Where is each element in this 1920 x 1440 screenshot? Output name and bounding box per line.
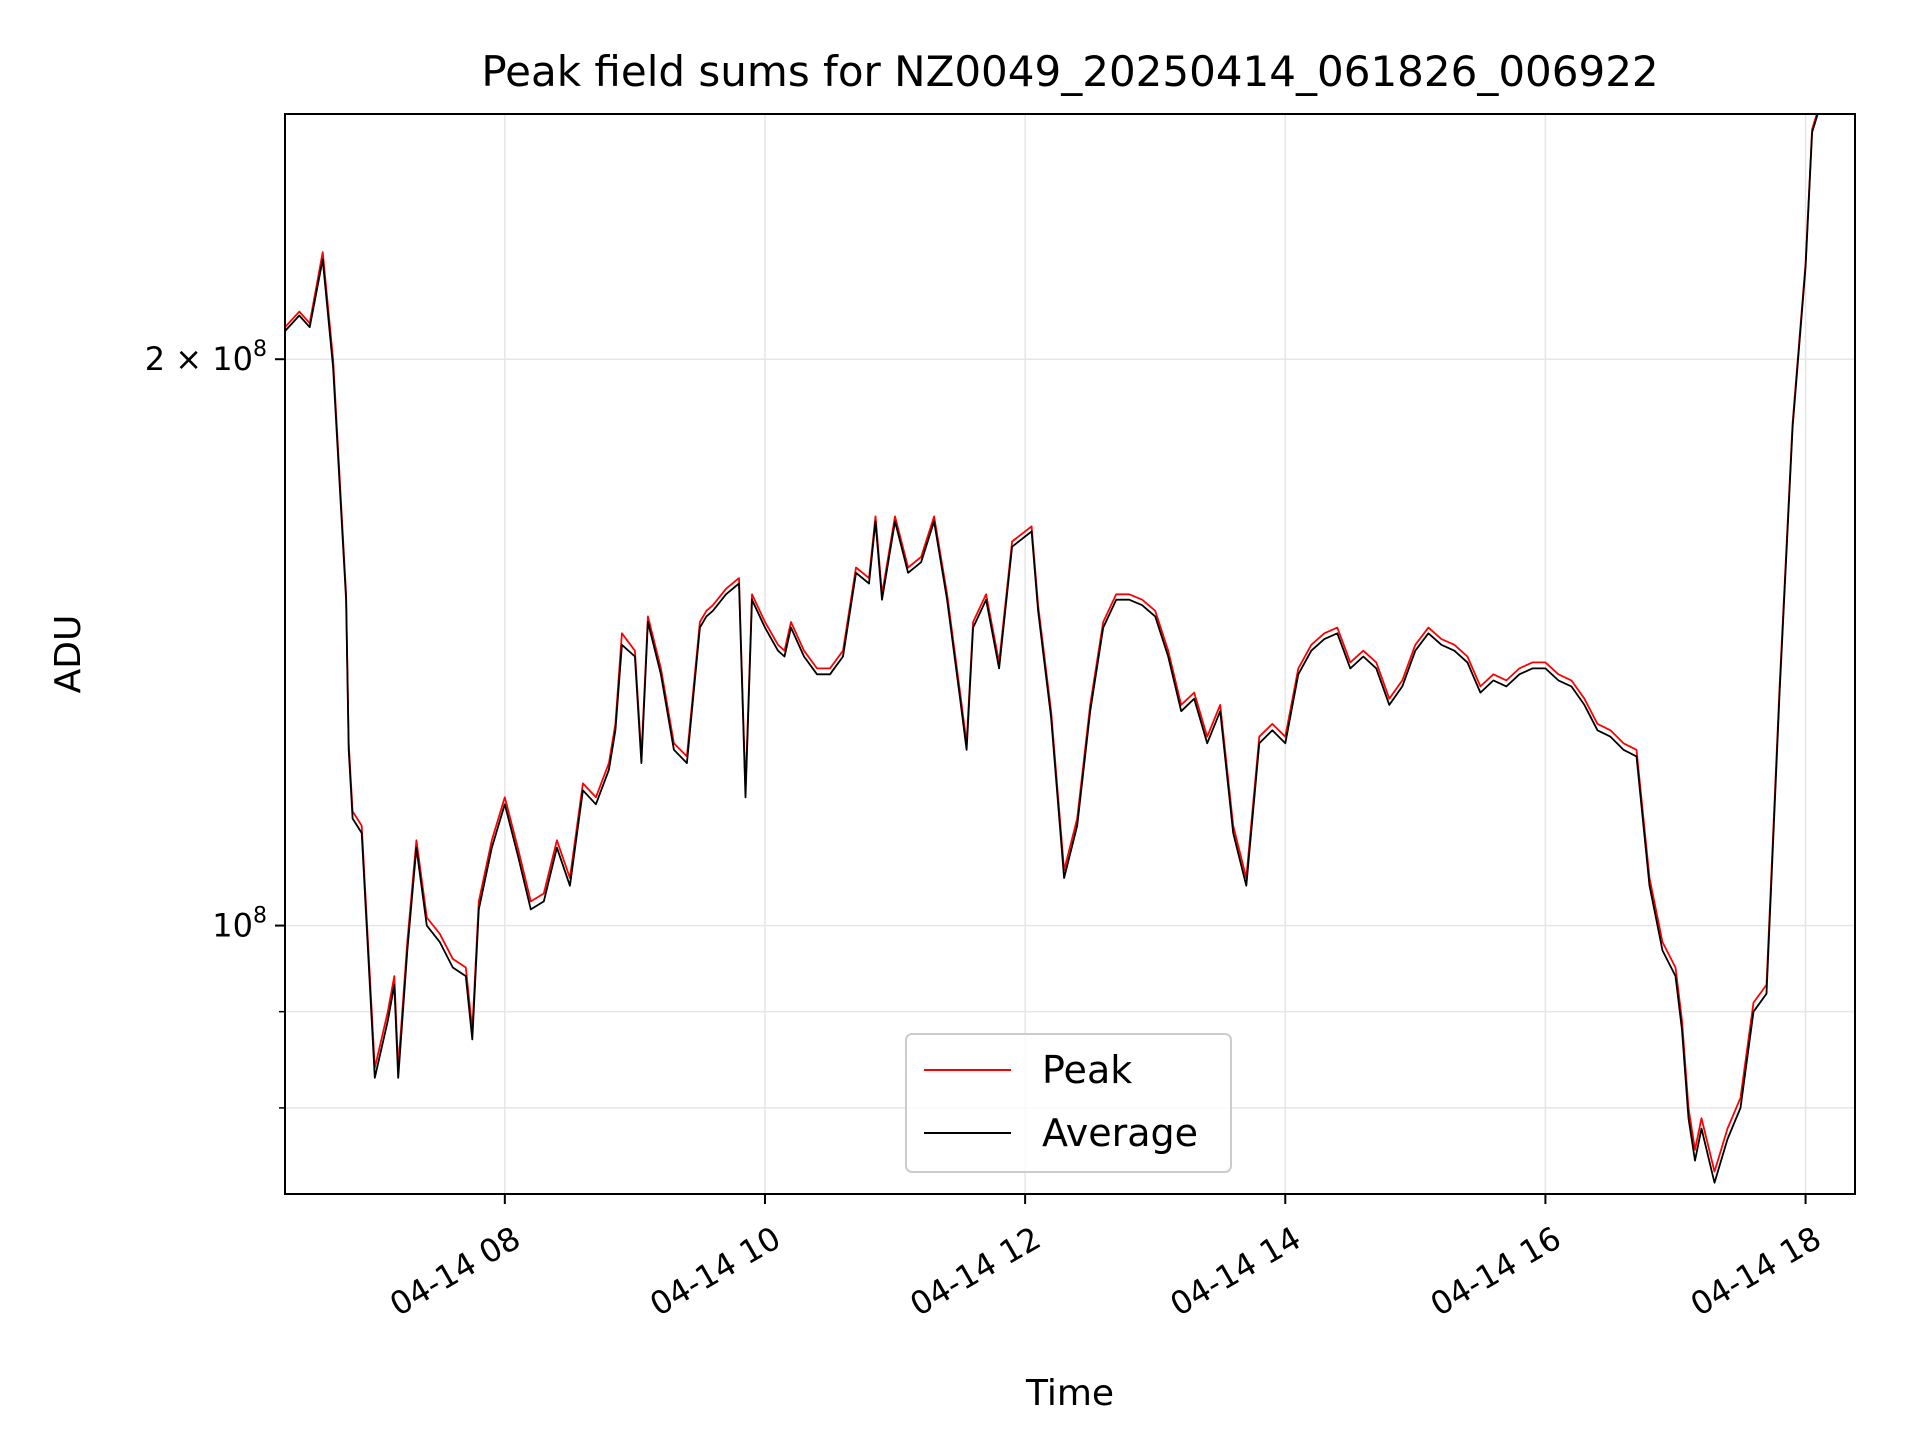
average-series-line bbox=[285, 114, 1819, 1184]
y-axis-ticks: 108 2 × 108 bbox=[145, 337, 285, 1109]
legend-average-label: Average bbox=[1042, 1111, 1198, 1155]
series-layer bbox=[285, 114, 1819, 1184]
y-tick-label: 108 bbox=[212, 904, 267, 945]
y-tick-label: 2 × 108 bbox=[145, 337, 267, 378]
chart-title: Peak field sums for NZ0049_20250414_0618… bbox=[481, 47, 1658, 96]
plot-frame bbox=[284, 113, 1856, 1195]
legend-peak-label: Peak bbox=[1042, 1048, 1132, 1092]
y-axis-label: ADU bbox=[48, 615, 89, 694]
legend: Peak Average bbox=[905, 1033, 1232, 1173]
x-axis-label: Time bbox=[1025, 1373, 1114, 1414]
legend-box bbox=[905, 1033, 1232, 1173]
